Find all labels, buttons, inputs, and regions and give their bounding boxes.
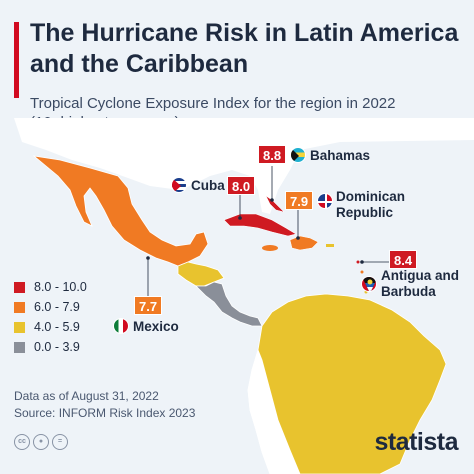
dominican-republic-label-line2: Republic [336, 205, 394, 220]
antigua-dot [360, 260, 364, 264]
bahamas-label: Bahamas [310, 148, 371, 163]
legend-item-medium: 4.0 - 5.9 [14, 318, 87, 336]
cuba-value-badge: 8.0 [227, 176, 256, 195]
legend: 8.0 - 10.0 6.0 - 7.9 4.0 - 5.9 0.0 - 3.9 [14, 278, 87, 358]
dominican-republic-label-line1: Dominican [336, 189, 406, 204]
cuba-label: Cuba [191, 178, 225, 193]
legend-swatch-medium [14, 321, 25, 333]
footnote: Data as of August 31, 2022 Source: INFOR… [14, 388, 195, 422]
license-icons: cc ● = [14, 434, 68, 450]
dominican-dot [296, 236, 300, 240]
antigua-barbuda-value-badge: 8.4 [389, 250, 418, 269]
cuba-dot [238, 216, 242, 220]
legend-label-medium-high: 6.0 - 7.9 [34, 300, 80, 314]
legend-label-low: 0.0 - 3.9 [34, 340, 80, 354]
hispaniola-shape [289, 235, 319, 251]
bahamas-value-badge: 8.8 [258, 145, 287, 164]
title-accent-bar [14, 22, 19, 98]
usa-landmass [14, 118, 474, 214]
cuba-shape [223, 213, 297, 237]
legend-label-medium: 4.0 - 5.9 [34, 320, 80, 334]
bahamas-flag-triangle [291, 148, 299, 162]
jamaica-shape [262, 245, 278, 251]
legend-label-high: 8.0 - 10.0 [34, 280, 87, 294]
bahamas-dot [270, 198, 274, 202]
source-note: Source: INFORM Risk Index 2023 [14, 406, 196, 420]
south-america-lower [247, 348, 301, 474]
mexico-flag-icon [113, 318, 129, 334]
lesser-antilles-2 [360, 270, 364, 274]
antigua-barbuda-flag-icon [361, 276, 377, 292]
antigua-barbuda-label-line2: Barbuda [381, 284, 436, 299]
mexico-label: Mexico [133, 319, 179, 334]
puerto-rico-shape [326, 244, 334, 247]
dominican-republic-value-badge: 7.9 [285, 191, 314, 210]
chart-title: The Hurricane Risk in Latin America and … [30, 19, 459, 78]
mexico-dot [146, 256, 150, 260]
antigua-barbuda-label-line1: Antigua and [381, 268, 459, 283]
lesser-antilles-1 [356, 260, 360, 264]
legend-swatch-high [14, 281, 25, 293]
data-date-note: Data as of August 31, 2022 [14, 389, 159, 403]
attribution-icon[interactable]: ● [33, 434, 49, 450]
legend-item-medium-high: 6.0 - 7.9 [14, 298, 87, 316]
central-america-south [195, 281, 263, 327]
antigua-flag-chevron [362, 277, 376, 291]
legend-item-low: 0.0 - 3.9 [14, 338, 87, 356]
cuba-flag-triangle [172, 178, 181, 192]
mexico-shape [32, 155, 209, 267]
legend-swatch-medium-high [14, 301, 25, 313]
no-derivatives-icon[interactable]: = [52, 434, 68, 450]
statista-logo[interactable]: statista [374, 428, 458, 456]
cuba-flag-icon [171, 177, 187, 193]
central-america-north [177, 261, 225, 287]
dominican-republic-flag-icon [317, 193, 333, 209]
bahamas-flag-icon [290, 147, 306, 163]
mexico-value-badge: 7.7 [134, 296, 163, 315]
dominican-flag-quarters [318, 194, 332, 208]
legend-swatch-low [14, 341, 25, 353]
creative-commons-icon[interactable]: cc [14, 434, 30, 450]
legend-item-high: 8.0 - 10.0 [14, 278, 87, 296]
